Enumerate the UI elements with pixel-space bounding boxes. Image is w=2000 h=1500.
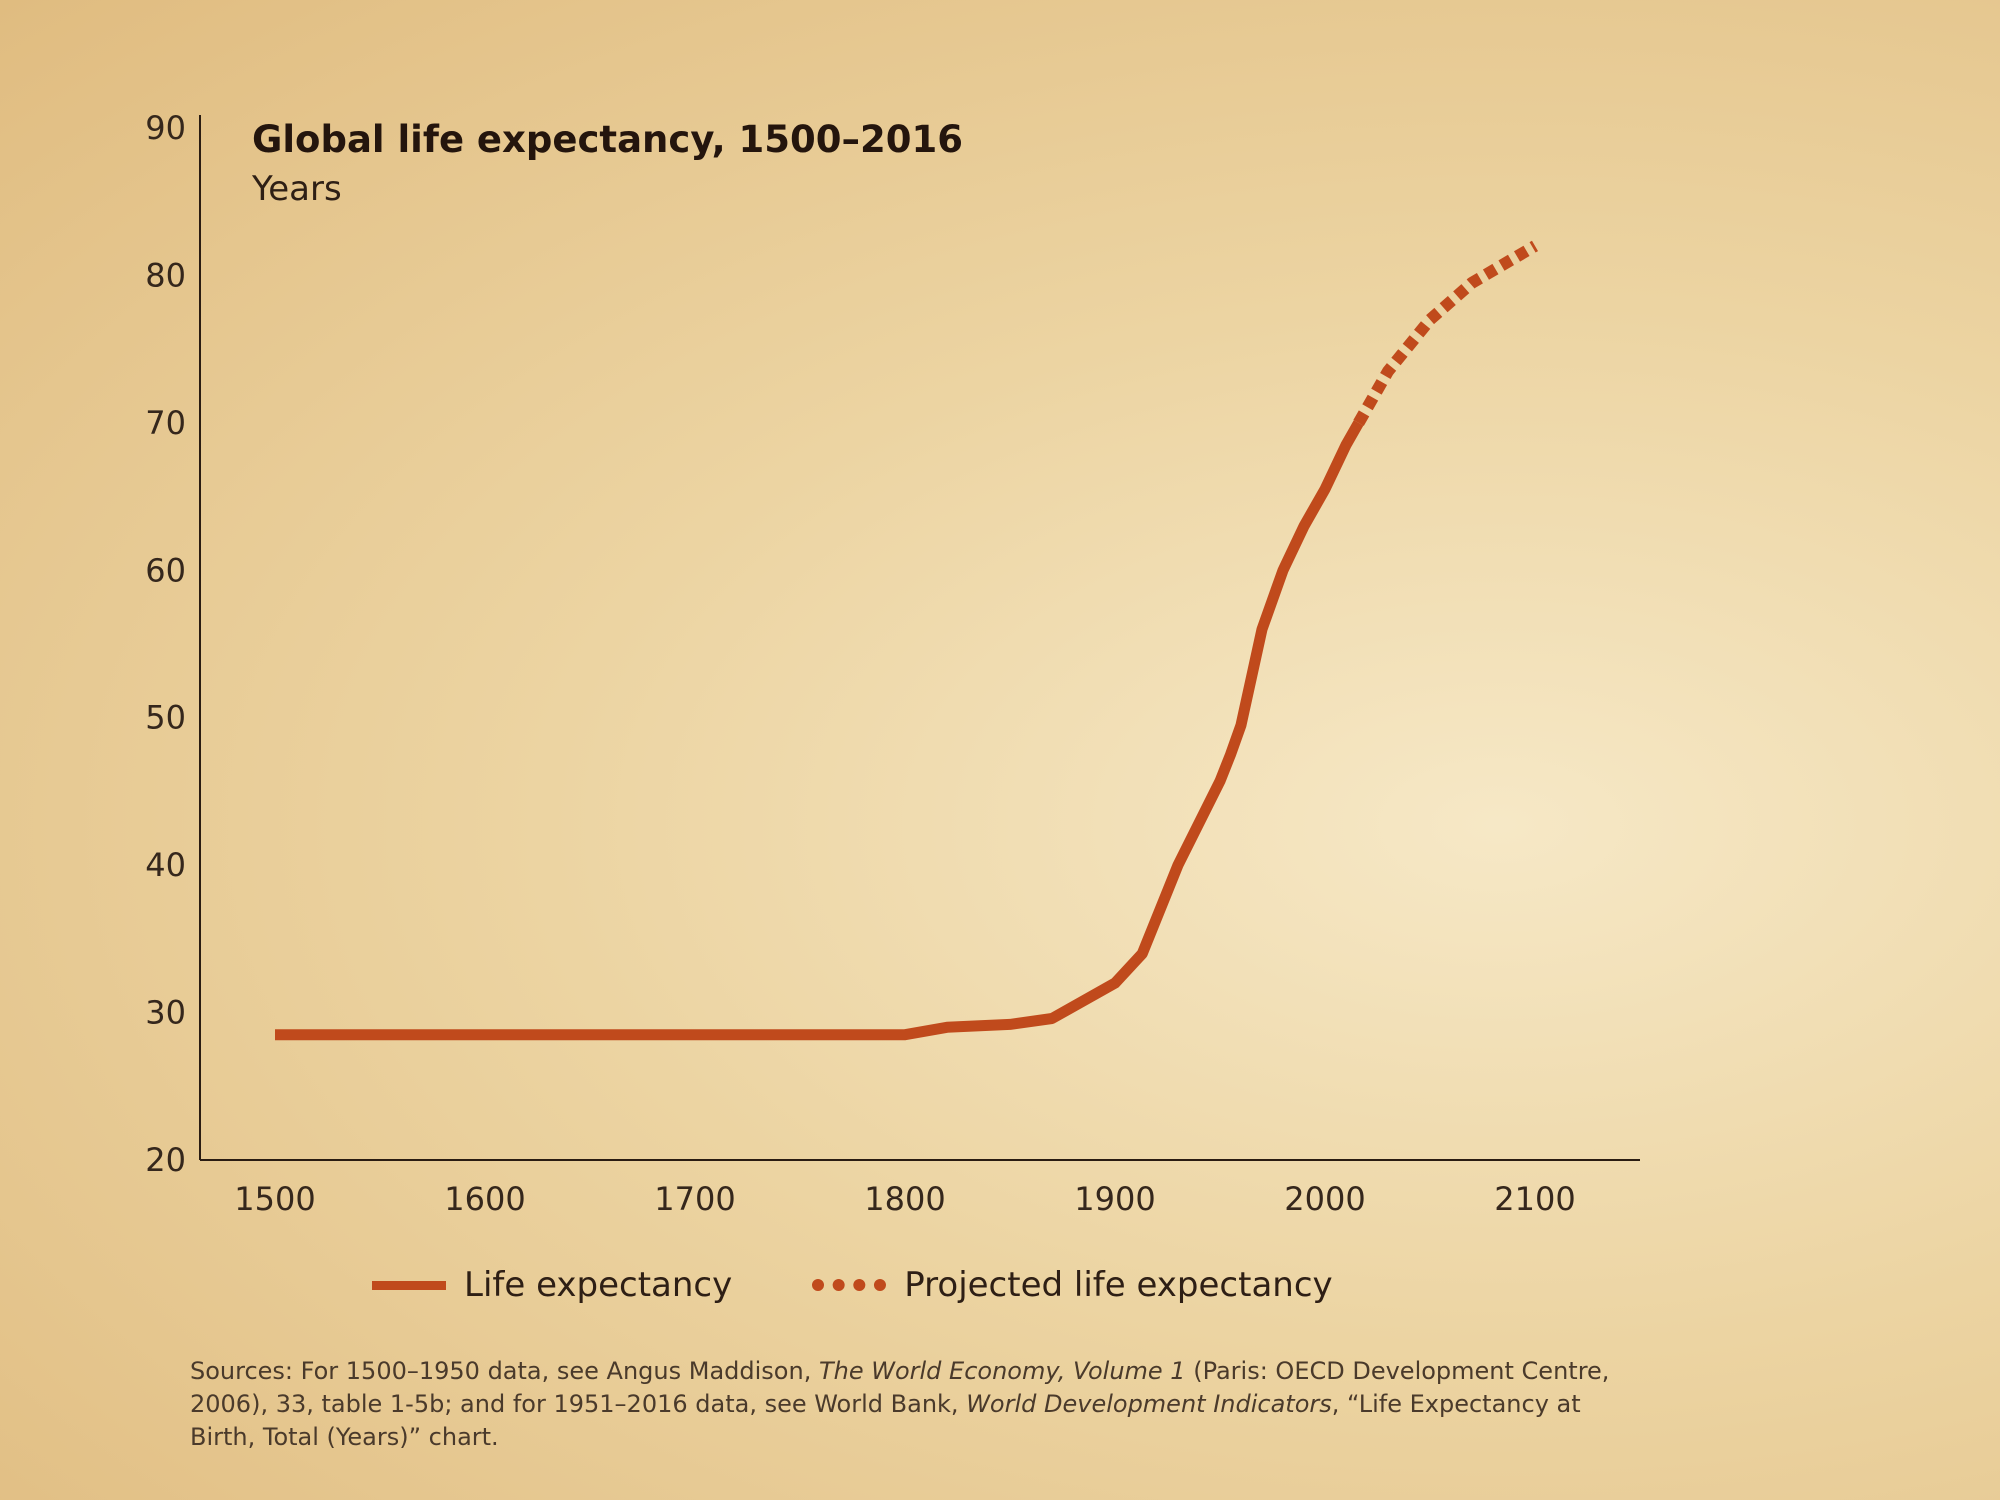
y-tick-label: 40 [145,846,186,884]
y-tick-label: 70 [145,404,186,442]
x-tick-label: 1700 [654,1180,735,1218]
x-tick-label: 1800 [864,1180,945,1218]
x-tick-label: 2100 [1494,1180,1575,1218]
series-line-projected-life-expectancy [1353,240,1539,426]
y-tick-label: 90 [145,109,186,147]
series-layer [275,240,1539,1041]
x-tick-label: 2000 [1284,1180,1365,1218]
y-tick-label: 80 [145,256,186,294]
sources-text: Sources: For 1500–1950 data, see Angus M… [190,1357,819,1385]
legend-item-life-expectancy: Life expectancy [372,1265,732,1305]
x-tick-label: 1500 [234,1180,315,1218]
series-line-life-expectancy [275,420,1364,1041]
x-tick-label: 1600 [444,1180,525,1218]
sources-text: (Paris: OECD Development Centre, 2006), … [190,1357,1610,1418]
x-tick-label: 1900 [1074,1180,1155,1218]
sources-text: , “Life Expectancy at Birth, Total (Year… [190,1390,1581,1451]
y-axis-ticks: 20 30 40 50 60 70 80 90 [145,109,186,1179]
axes [199,115,1640,1161]
chart-subtitle: Years [251,169,342,209]
sources-title-maddison: The World Economy, Volume 1 [818,1357,1186,1385]
y-tick-label: 50 [145,699,186,737]
y-tick-label: 30 [145,994,186,1032]
chart-title: Global life expectancy, 1500–2016 [252,118,963,161]
y-tick-label: 20 [145,1141,186,1179]
legend-item-projected-life-expectancy: Projected life expectancy [812,1265,1333,1305]
legend-swatch-dotted [812,1279,887,1291]
legend-swatch-solid [372,1280,446,1290]
y-tick-label: 60 [145,551,186,589]
legend: Life expectancy Projected life expectanc… [372,1265,1333,1305]
sources-note: Sources: For 1500–1950 data, see Angus M… [190,1355,1650,1454]
legend-label: Life expectancy [464,1265,733,1305]
sources-title-wdi: World Development Indicators [966,1390,1332,1418]
legend-label: Projected life expectancy [904,1265,1333,1305]
x-axis-ticks: 1500 1600 1700 1800 1900 2000 2100 [234,1180,1575,1218]
